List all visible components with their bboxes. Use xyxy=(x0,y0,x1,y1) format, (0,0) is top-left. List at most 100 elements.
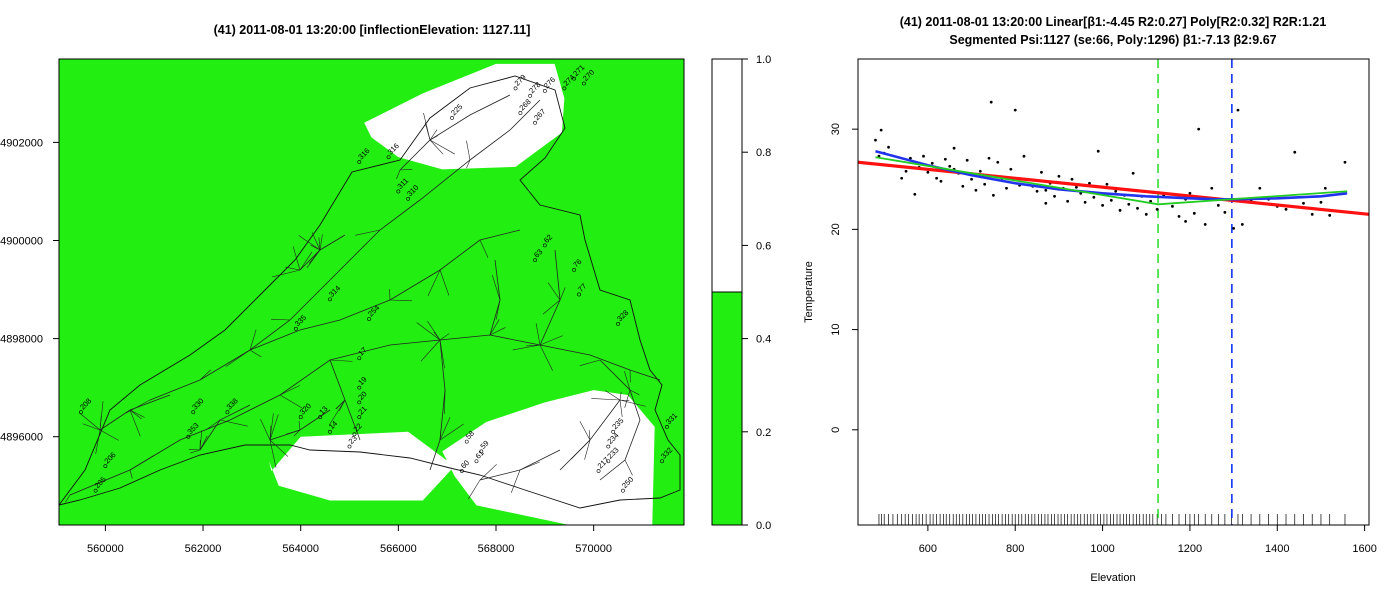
data-point xyxy=(1057,174,1061,178)
map-x-tick-label: 562000 xyxy=(185,543,222,555)
data-point xyxy=(1127,202,1131,206)
site-marker xyxy=(562,86,567,91)
stream-branch xyxy=(579,359,601,366)
data-point xyxy=(965,158,969,162)
data-point xyxy=(1155,207,1159,211)
stream-branch xyxy=(270,318,291,321)
stream-branch xyxy=(591,398,621,401)
data-point xyxy=(1203,222,1207,226)
stream-branch xyxy=(535,323,541,346)
site-marker xyxy=(318,415,323,419)
stream-line-7 xyxy=(599,359,641,481)
stream-branch xyxy=(420,339,441,362)
stream-branch xyxy=(584,439,591,460)
stream-branch xyxy=(539,335,563,346)
stream-branch xyxy=(605,390,621,401)
data-point xyxy=(913,192,917,196)
data-point xyxy=(887,145,890,149)
stream-branch xyxy=(199,369,211,381)
stream-branch xyxy=(619,399,646,407)
colorbar-upper-band xyxy=(712,59,742,292)
stream-branch xyxy=(466,159,471,169)
scatter-x-axis: 600 800 1000 1200 1400 1600 xyxy=(919,525,1377,555)
site-marker xyxy=(606,459,611,464)
stream-branch xyxy=(570,439,591,460)
stream-branch xyxy=(619,391,622,401)
stream-branch xyxy=(439,430,442,441)
stream-branch xyxy=(225,349,251,367)
stream-branch xyxy=(311,232,321,251)
stream-branch xyxy=(510,469,521,493)
stream-branch xyxy=(547,282,561,301)
data-point xyxy=(1044,188,1048,192)
data-point xyxy=(1083,200,1087,204)
colorbar-frame xyxy=(711,58,743,526)
stream-branch xyxy=(619,399,623,418)
data-point xyxy=(930,161,934,165)
stream-branch xyxy=(206,419,221,430)
site-marker xyxy=(79,410,83,415)
stream-branch xyxy=(298,420,301,431)
fit-line-1 xyxy=(875,149,1348,201)
stream-branch xyxy=(279,394,304,409)
data-point xyxy=(1258,186,1262,190)
data-point xyxy=(1040,170,1043,174)
data-point xyxy=(1009,167,1013,171)
data-point xyxy=(900,176,904,180)
scatter-y-tick-label: 30 xyxy=(830,123,842,135)
data-point xyxy=(1022,154,1026,158)
stream-branch xyxy=(65,494,71,503)
stream-branch xyxy=(519,461,540,471)
map-title: (41) 2011-08-01 13:20:00 [inflectionElev… xyxy=(214,23,531,37)
site-marker xyxy=(328,297,332,302)
map-x-tick-label: 568000 xyxy=(478,543,515,555)
stream-branch xyxy=(489,319,500,336)
colorbar-tick-label: 0.0 xyxy=(756,520,771,532)
stream-branch xyxy=(629,389,640,396)
site-marker xyxy=(186,434,191,439)
data-point xyxy=(1101,203,1104,207)
colorbar-tick-label: 1.0 xyxy=(756,54,771,66)
stream-branch xyxy=(99,429,119,441)
scatter-x-axis-label: Elevation xyxy=(1090,572,1135,584)
data-point xyxy=(1343,160,1347,164)
data-point xyxy=(1293,150,1297,154)
data-point xyxy=(1013,108,1017,112)
site-marker xyxy=(396,189,401,194)
data-point xyxy=(1044,201,1048,205)
stream-branch xyxy=(129,409,141,437)
scatter-x-tick-label: 800 xyxy=(1006,543,1024,555)
stream-branch xyxy=(129,409,145,418)
data-point xyxy=(1188,191,1192,195)
stream-branch xyxy=(429,135,438,141)
data-point xyxy=(1323,186,1327,190)
stream-line-0 xyxy=(69,334,661,496)
data-point xyxy=(1118,208,1122,212)
stream-branch xyxy=(95,429,101,455)
stream-line-4 xyxy=(429,339,446,471)
stream-branch xyxy=(479,239,489,258)
data-point xyxy=(1136,206,1139,210)
stream-branch xyxy=(542,299,561,315)
site-marker xyxy=(352,432,357,437)
site-marker xyxy=(103,464,108,469)
stream-branch xyxy=(439,333,450,341)
site-marker xyxy=(357,160,362,164)
stream-branch xyxy=(539,344,553,371)
scatter-subtitle: Segmented Psi:1127 (se:66, Poly:1296) β1… xyxy=(949,33,1276,47)
site-marker xyxy=(328,429,332,434)
stream-branch xyxy=(318,237,321,251)
data-point xyxy=(1197,127,1201,131)
site-marker xyxy=(191,410,196,415)
data-point xyxy=(1109,198,1113,202)
map-frame xyxy=(58,58,685,526)
stream-branch xyxy=(293,429,301,437)
data-point xyxy=(1328,213,1332,217)
stream-branch xyxy=(479,464,497,481)
data-point xyxy=(1088,181,1091,185)
data-point xyxy=(1005,186,1008,190)
site-marker xyxy=(572,76,577,81)
site-marker xyxy=(459,469,464,473)
data-point xyxy=(939,179,943,183)
fit-line-2 xyxy=(875,156,1348,206)
